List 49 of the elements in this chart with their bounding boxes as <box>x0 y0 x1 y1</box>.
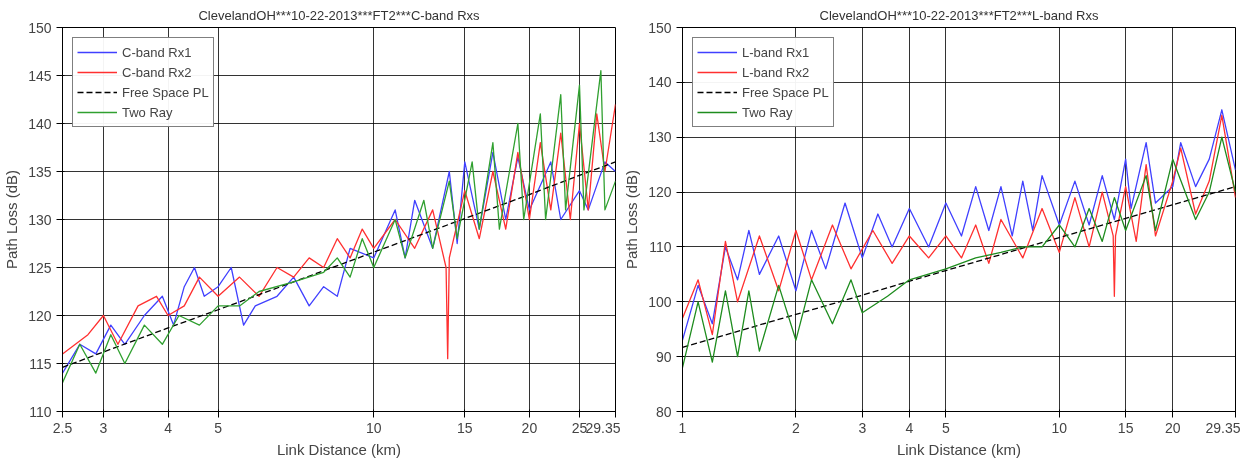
x-tick-label: 25 <box>571 419 588 436</box>
y-axis-title: Path Loss (dB) <box>3 169 21 270</box>
legend-label: Free Space PL <box>122 84 209 100</box>
x-tick-label: 15 <box>1117 419 1134 436</box>
y-tick-label: 80 <box>655 403 672 420</box>
y-tick-label: 135 <box>28 163 52 180</box>
legend-label: L-band Rx2 <box>742 64 810 80</box>
legend-label: Two Ray <box>742 104 793 120</box>
x-tick-label: 3 <box>858 419 867 436</box>
y-tick-label: 110 <box>649 238 672 255</box>
legend-label: C-band Rx2 <box>122 64 192 80</box>
y-tick-label: 115 <box>29 355 52 372</box>
x-tick-label: 2.5 <box>52 419 73 436</box>
y-tick-label: 120 <box>648 184 672 201</box>
x-tick-label: 5 <box>941 419 950 436</box>
legend-label: C-band Rx1 <box>122 44 192 60</box>
y-axis-title: Path Loss (dB) <box>623 169 641 270</box>
y-tick-label: 145 <box>28 67 52 84</box>
x-tick-label: 10 <box>1051 419 1068 436</box>
y-tick-label: 110 <box>29 403 52 420</box>
x-tick-label: 4 <box>905 419 914 436</box>
x-tick-label: 10 <box>365 419 382 436</box>
x-tick-label: 3 <box>99 419 108 436</box>
y-tick-label: 90 <box>655 348 672 365</box>
chart-title: ClevelandOH***10-22-2013***FT2***C-band Rxs <box>198 7 481 23</box>
y-tick-label: 120 <box>28 307 52 324</box>
x-tick-label: 29.35 <box>1205 419 1241 436</box>
legend-label: Free Space PL <box>742 84 829 100</box>
x-tick-label: 1 <box>678 419 687 436</box>
x-tick-label: 20 <box>521 419 538 436</box>
chart-title: ClevelandOH***10-22-2013***FT2***L-band Rxs <box>819 7 1099 23</box>
x-tick-label: 20 <box>1164 419 1181 436</box>
x-axis-title: Link Distance (km) <box>276 440 402 458</box>
y-tick-label: 130 <box>648 129 672 146</box>
x-tick-label: 4 <box>164 419 173 436</box>
x-tick-label: 15 <box>457 419 473 436</box>
legend-label: Two Ray <box>122 104 173 120</box>
x-tick-label: 29.35 <box>585 419 621 436</box>
y-tick-label: 130 <box>28 211 52 228</box>
y-tick-label: 150 <box>648 19 672 36</box>
x-tick-label: 2 <box>792 419 801 436</box>
y-tick-label: 140 <box>648 74 672 91</box>
y-tick-label: 100 <box>648 293 672 310</box>
y-tick-label: 140 <box>28 115 52 132</box>
x-axis-title: Link Distance (km) <box>896 440 1022 458</box>
y-tick-label: 150 <box>28 19 52 36</box>
legend-label: L-band Rx1 <box>742 44 810 60</box>
y-tick-label: 125 <box>28 259 52 276</box>
x-tick-label: 5 <box>214 419 223 436</box>
